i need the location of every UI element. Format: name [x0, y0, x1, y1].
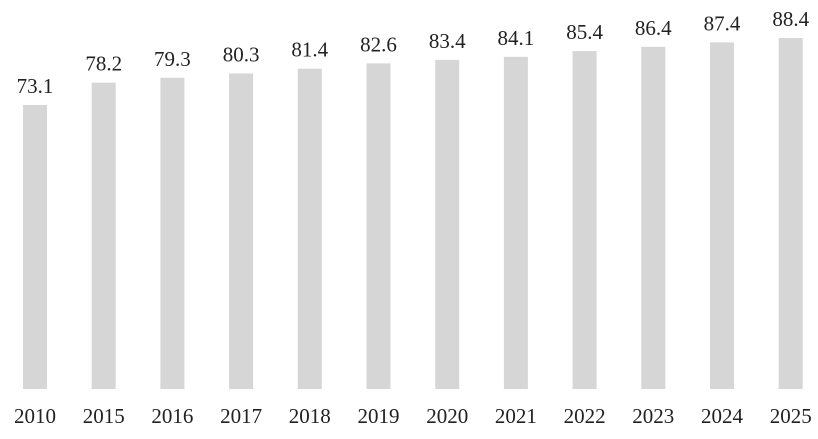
value-label-2018: 81.4	[291, 38, 328, 62]
bar-2018	[297, 68, 322, 389]
bar-2016	[160, 77, 185, 390]
value-label-2024: 87.4	[704, 11, 741, 35]
value-label-2021: 84.1	[498, 26, 535, 50]
x-tick-label-2019: 2019	[358, 404, 400, 428]
value-label-2022: 85.4	[566, 20, 603, 44]
bar-2025	[778, 38, 803, 389]
value-label-2016: 79.3	[154, 47, 191, 71]
bar-2017	[229, 73, 254, 389]
bar-2021	[503, 56, 528, 390]
x-tick-label-2017: 2017	[220, 404, 262, 428]
bar-2010	[23, 105, 47, 389]
bar-2022	[572, 51, 597, 389]
x-tick-label-2010: 2010	[14, 404, 56, 428]
x-tick-label-2023: 2023	[632, 404, 674, 428]
value-label-2019: 82.6	[360, 32, 397, 56]
x-tick-label-2024: 2024	[701, 404, 744, 428]
bar-2020	[435, 59, 460, 390]
value-label-2023: 86.4	[635, 16, 672, 40]
value-label-2025: 88.4	[772, 7, 809, 31]
x-tick-label-2016: 2016	[151, 404, 193, 428]
x-tick-label-2022: 2022	[564, 404, 606, 428]
x-tick-label-2015: 2015	[83, 404, 125, 428]
x-tick-label-2025: 2025	[770, 404, 812, 428]
bar-2015	[91, 82, 116, 389]
bar-2024	[710, 42, 734, 390]
x-tick-label-2018: 2018	[289, 404, 331, 428]
value-label-2010: 73.1	[17, 74, 54, 98]
bar-2019	[366, 63, 391, 390]
value-label-2020: 83.4	[429, 29, 466, 53]
value-label-2015: 78.2	[85, 52, 122, 76]
bar-2023	[641, 46, 666, 390]
value-label-2017: 80.3	[223, 43, 260, 67]
x-tick-label-2020: 2020	[426, 404, 468, 428]
x-tick-label-2021: 2021	[495, 404, 537, 428]
